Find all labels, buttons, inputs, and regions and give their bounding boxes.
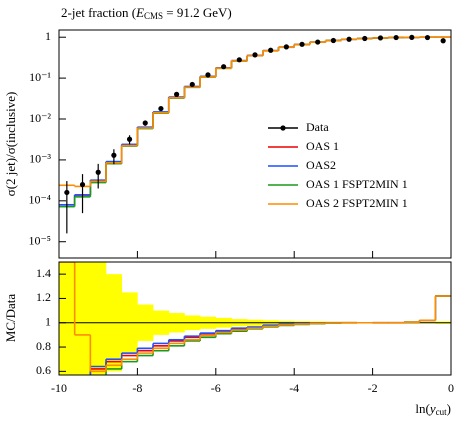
y-tick-label: 10⁻¹: [29, 70, 51, 84]
data-point: [283, 44, 289, 50]
x-tick-label: -2: [368, 381, 378, 395]
title-symbol: E: [135, 5, 144, 20]
title-text: 2-jet fraction (: [61, 5, 136, 20]
ratio-y-axis-label: MC/Data: [3, 294, 18, 343]
axes: 10⁻⁵ 10⁻⁴ 10⁻³ 10⁻² 10⁻¹ 1 0.6 0.8 1 1.2 1.4 -10 -8 -…: [28, 29, 454, 395]
legend-label: OAS 1: [306, 139, 339, 153]
y-tick-label: 10⁻²: [29, 111, 51, 125]
x-label-symbol: y: [428, 401, 436, 416]
x-tick-label: -4: [289, 381, 299, 395]
ratio-plot-area: [59, 262, 451, 375]
x-tick-label: -10: [51, 381, 67, 395]
data-point: [315, 39, 321, 45]
y-tick-label: 0.6: [36, 363, 51, 377]
data-point: [362, 35, 368, 42]
title-text: = 91.2 GeV): [163, 5, 232, 20]
y-tick-label: 0.8: [36, 339, 51, 353]
data-point: [111, 152, 117, 158]
data-point: [409, 34, 415, 40]
legend-label: Data: [306, 120, 329, 134]
data-point: [393, 34, 399, 41]
data-point: [221, 64, 227, 70]
data-point: [268, 47, 274, 53]
legend-marker: [280, 125, 286, 131]
data-point: [205, 72, 211, 78]
data-point: [64, 189, 70, 196]
y-tick-label: 1: [45, 315, 51, 329]
x-axis-label: ln(ycut): [415, 401, 451, 417]
data-point: [440, 38, 446, 44]
chart-title: 2-jet fraction (ECMS = 91.2 GeV): [61, 5, 232, 21]
y-tick-label: 1: [45, 29, 51, 43]
legend: Data OAS 1 OAS2 OAS 1 FSPT2MIN 1 OAS 2 FSPT2…: [268, 120, 408, 210]
x-label-text: ln(: [415, 401, 429, 416]
x-label-text: ): [447, 401, 451, 416]
data-point: [236, 57, 242, 63]
y-tick-label: 1.4: [36, 266, 51, 280]
data-point: [252, 52, 258, 58]
ratio-frame: [58, 261, 452, 376]
data-point: [299, 41, 305, 47]
y-tick-label: 10⁻³: [29, 152, 51, 166]
uncertainty-band: [90, 262, 107, 375]
y-tick-label: 1.2: [36, 290, 51, 304]
main-plot-area: [59, 34, 451, 234]
x-tick-label: -6: [211, 381, 221, 395]
x-tick-label: 0: [448, 381, 454, 395]
data-point: [142, 120, 148, 126]
data-point: [174, 91, 180, 97]
data-point: [346, 36, 352, 42]
data-point: [330, 37, 336, 44]
data-point: [377, 35, 384, 41]
legend-label: OAS2: [306, 158, 336, 172]
data-point: [424, 34, 431, 41]
legend-label: OAS 1 FSPT2MIN 1: [306, 177, 408, 191]
legend-label: OAS 2 FSPT2MIN 1: [306, 196, 408, 210]
data-point: [79, 181, 86, 188]
x-label-subscript: cut: [436, 407, 447, 417]
uncertainty-band: [74, 262, 91, 375]
title-subscript: CMS: [144, 11, 163, 21]
data-point: [95, 169, 101, 175]
data-point: [158, 105, 164, 112]
y-tick-label: 10⁻⁵: [28, 233, 51, 247]
y-axis-label: σ(2 jet)/σ(inclusive): [3, 92, 18, 197]
data-point: [189, 81, 195, 88]
main-frame: [58, 29, 452, 259]
y-tick-label: 10⁻⁴: [28, 193, 51, 207]
data-point: [126, 136, 133, 142]
x-tick-label: -8: [132, 381, 142, 395]
